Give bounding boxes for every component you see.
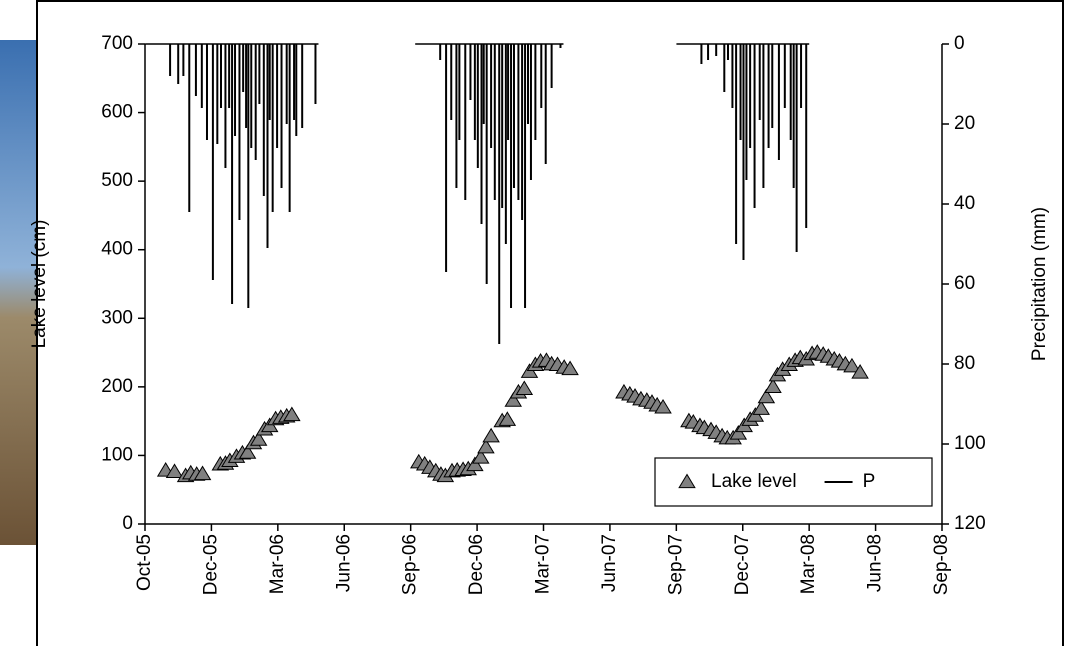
- lake-level-marker: [466, 456, 484, 472]
- lake-level-marker: [654, 398, 672, 414]
- x-tick-label: Jun-06: [333, 534, 354, 592]
- lake-level-marker: [764, 378, 782, 393]
- y-tick-label: 600: [101, 102, 133, 123]
- y-axis-title: Lake level (cm): [29, 220, 50, 349]
- lake-level-marker: [752, 400, 770, 415]
- lake-level-marker: [757, 388, 776, 404]
- x-tick-label: Mar-08: [798, 534, 819, 594]
- lake-level-marker: [561, 360, 579, 376]
- y2-tick-label: 20: [954, 113, 975, 134]
- legend-label: Lake level: [711, 471, 797, 492]
- x-tick-label: Jun-08: [865, 534, 886, 592]
- lake-level-marker: [477, 438, 495, 454]
- y2-tick-label: 80: [954, 353, 975, 374]
- y2-tick-label: 40: [954, 193, 975, 214]
- x-tick-label: Dec-05: [200, 534, 221, 595]
- x-tick-label: Sep-06: [400, 534, 421, 595]
- lake-level-marker: [515, 380, 534, 396]
- y-tick-label: 700: [101, 33, 133, 54]
- chart-frame: [36, 0, 1064, 651]
- lake-level-marker: [482, 427, 500, 443]
- x-tick-label: Jun-07: [599, 534, 620, 592]
- x-tick-label: Sep-07: [665, 534, 686, 595]
- lake-level-marker: [843, 357, 861, 373]
- lake-level-marker: [851, 363, 869, 379]
- y-tick-label: 200: [101, 376, 133, 397]
- y-tick-label: 100: [101, 444, 133, 465]
- legend-label: P: [863, 471, 876, 492]
- lake-level-marker: [193, 465, 212, 481]
- y-tick-label: 300: [101, 307, 133, 328]
- lake-level-marker: [238, 444, 257, 459]
- lake-level-marker: [504, 392, 523, 407]
- lake-level-marker: [165, 463, 184, 479]
- lake-level-marker: [498, 411, 517, 426]
- y2-tick-label: 120: [954, 513, 986, 534]
- y2-tick-label: 60: [954, 273, 975, 294]
- x-tick-label: Dec-06: [466, 534, 487, 595]
- lake-level-marker: [472, 449, 490, 464]
- lake-level-marker: [729, 425, 748, 440]
- background-photo: [0, 40, 36, 545]
- y-tick-label: 500: [101, 170, 133, 191]
- x-tick-label: Sep-08: [931, 534, 952, 595]
- x-tick-label: Oct-05: [134, 534, 155, 591]
- lake-level-marker: [283, 406, 301, 422]
- y-tick-label: 400: [101, 239, 133, 260]
- legend-marker: [678, 473, 696, 489]
- y2-tick-label: 0: [954, 33, 965, 54]
- y2-axis-title: Precipitation (mm): [1029, 207, 1050, 361]
- legend-box: [654, 457, 933, 507]
- x-tick-label: Mar-07: [533, 534, 554, 594]
- x-tick-label: Dec-07: [732, 534, 753, 595]
- y-tick-label: 0: [122, 513, 133, 534]
- x-tick-label: Mar-06: [267, 534, 288, 594]
- lake-level-marker: [249, 431, 268, 446]
- y2-tick-label: 100: [954, 433, 986, 454]
